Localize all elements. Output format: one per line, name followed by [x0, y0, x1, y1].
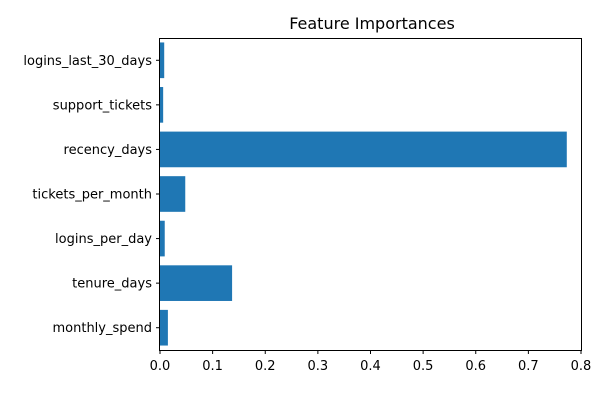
bar-tickets_per_month	[160, 176, 186, 212]
bar-support_tickets	[160, 87, 164, 123]
y-tick-label: tenure_days	[72, 277, 152, 292]
x-tick-label: 0.2	[255, 359, 276, 374]
y-axis: logins_last_30_days support_ticketsrecenc…	[23, 54, 160, 336]
x-tick-label: 0.6	[465, 359, 486, 374]
x-axis: 0.0 0.1 0.2 0.3 0.4 0.5 0.6 0.7 0.8	[150, 350, 592, 374]
bar-tenure_days	[160, 265, 233, 301]
y-tick-label: recency_days	[64, 143, 153, 158]
x-tick-label: 0.3	[308, 359, 329, 374]
y-tick-label: tickets_per_month	[32, 188, 152, 203]
x-tick-label: 0.5	[413, 359, 434, 374]
x-tick-label: 0.7	[518, 359, 539, 374]
y-tick-label: monthly_spend	[52, 321, 152, 336]
y-tick-label: support_tickets	[53, 98, 152, 113]
bar-logins_last_30_days	[160, 42, 165, 79]
x-tick-label: 0.8	[571, 359, 592, 374]
x-tick-label: 0.0	[150, 359, 171, 374]
chart-title: Feature Importances	[289, 14, 455, 33]
bar-recency_days	[160, 131, 567, 168]
y-tick-label: logins_last_30_days	[23, 54, 152, 69]
bars-group	[160, 42, 567, 346]
x-tick-label: 0.4	[360, 359, 381, 374]
bar-logins_per_day	[160, 220, 165, 257]
plot-frame	[159, 38, 582, 351]
bar-monthly_spend	[160, 309, 168, 346]
y-tick-label: logins_per_day	[55, 232, 152, 247]
x-tick-label: 0.1	[202, 359, 223, 374]
